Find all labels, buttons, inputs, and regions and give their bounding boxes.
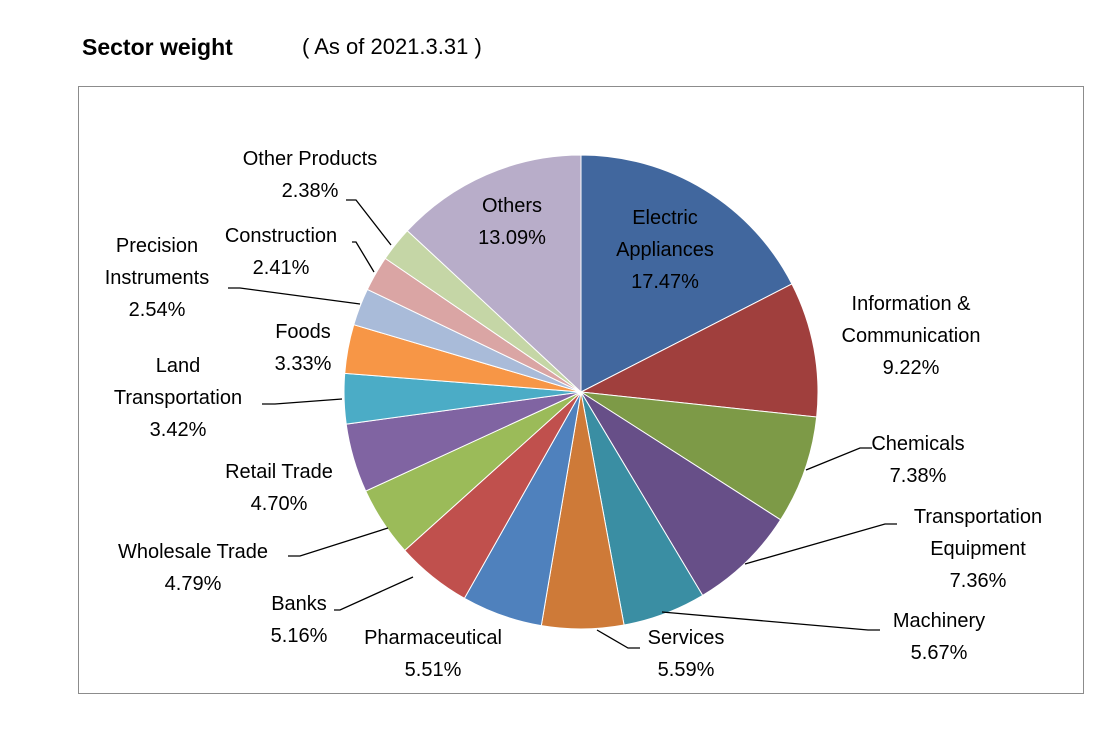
pie-slice-information-and-communication (579, 283, 819, 418)
data-label-pharmaceutical: Pharmaceutical 5.51% (364, 627, 502, 681)
data-label-value: 2.38% (282, 180, 339, 202)
data-label-text: Foods (275, 321, 331, 343)
data-label-machinery: Machinery 5.67% (893, 610, 985, 664)
data-label-construction: Construction 2.41% (225, 225, 337, 279)
data-label-value: 5.51% (405, 659, 462, 681)
data-label-text: Retail Trade (225, 461, 333, 483)
data-label-chemicals: Chemicals 7.38% (871, 433, 964, 487)
leader-line-chemicals (805, 447, 872, 471)
chart-header: Sector weight ( As of 2021.3.31 ) (82, 34, 482, 61)
as-of-date: ( As of 2021.3.31 ) (302, 34, 482, 59)
data-label-text: Services (648, 627, 725, 649)
data-label-text: Land (156, 355, 201, 377)
data-label-value: 2.54% (129, 299, 186, 321)
data-label-services: Services 5.59% (648, 627, 725, 681)
data-label-value: 4.79% (165, 573, 222, 595)
data-label-information-and-communication: Information & Communication 9.22% (842, 293, 981, 379)
data-label-text: Other Products (243, 148, 378, 170)
data-label-value: 5.59% (658, 659, 715, 681)
data-label-value: 5.67% (911, 642, 968, 664)
data-label-value: 7.38% (890, 465, 947, 487)
leader-line-services (596, 629, 640, 649)
data-label-others: Others 13.09% (478, 195, 546, 249)
data-label-value: 17.47% (631, 271, 699, 293)
data-label-retail-trade: Retail Trade 4.70% (225, 461, 333, 515)
leader-line-banks (334, 576, 414, 611)
data-label-transportation-equipment: Transportation Equipment 7.36% (914, 506, 1042, 592)
leader-line-construction (352, 241, 375, 273)
chart-title: Sector weight (82, 34, 233, 60)
data-label-foods: Foods 3.33% (275, 321, 332, 375)
data-label-value: 2.41% (253, 257, 310, 279)
leader-line-other-products (346, 199, 392, 246)
data-label-wholesale-trade: Wholesale Trade 4.79% (118, 541, 268, 595)
data-label-text: Information & (852, 293, 972, 315)
data-label-text: Instruments (105, 267, 209, 289)
data-label-text: Banks (271, 593, 327, 615)
data-label-text: Transportation (114, 387, 242, 409)
data-label-text: Construction (225, 225, 337, 247)
leader-line-land-transportation (262, 398, 343, 405)
data-label-value: 13.09% (478, 227, 546, 249)
data-label-electric-appliances: Electric Appliances 17.47% (616, 207, 714, 293)
data-label-text: Electric (632, 207, 698, 229)
data-label-text: Chemicals (871, 433, 964, 455)
data-label-other-products: Other Products 2.38% (243, 148, 378, 202)
data-label-text: Wholesale Trade (118, 541, 268, 563)
data-label-text: Transportation (914, 506, 1042, 528)
data-label-banks: Banks 5.16% (271, 593, 328, 647)
data-label-text: Others (482, 195, 542, 217)
leader-line-machinery (661, 611, 880, 631)
data-label-text: Equipment (930, 538, 1026, 560)
data-label-text: Communication (842, 325, 981, 347)
data-label-text: Appliances (616, 239, 714, 261)
pie-slice-transportation-equipment (580, 391, 782, 597)
leader-line-transportation-equipment (744, 523, 897, 565)
data-label-land-transportation: Land Transportation 3.42% (114, 355, 242, 441)
data-label-value: 3.33% (275, 353, 332, 375)
chart-frame (78, 86, 1084, 694)
data-label-value: 7.36% (950, 570, 1007, 592)
data-label-value: 4.70% (251, 493, 308, 515)
data-label-value: 3.42% (150, 419, 207, 441)
data-label-value: 9.22% (883, 357, 940, 379)
pie-slice-chemicals (580, 391, 818, 521)
data-label-text: Pharmaceutical (364, 627, 502, 649)
pie-slice-electric-appliances (580, 154, 793, 393)
pie-slice-others (406, 154, 582, 394)
data-label-precision-instruments: Precision Instruments 2.54% (105, 235, 209, 321)
leader-line-precision-instruments (228, 287, 361, 305)
data-label-text: Precision (116, 235, 198, 257)
data-label-value: 5.16% (271, 625, 328, 647)
data-label-text: Machinery (893, 610, 985, 632)
leader-line-wholesale-trade (288, 527, 389, 557)
